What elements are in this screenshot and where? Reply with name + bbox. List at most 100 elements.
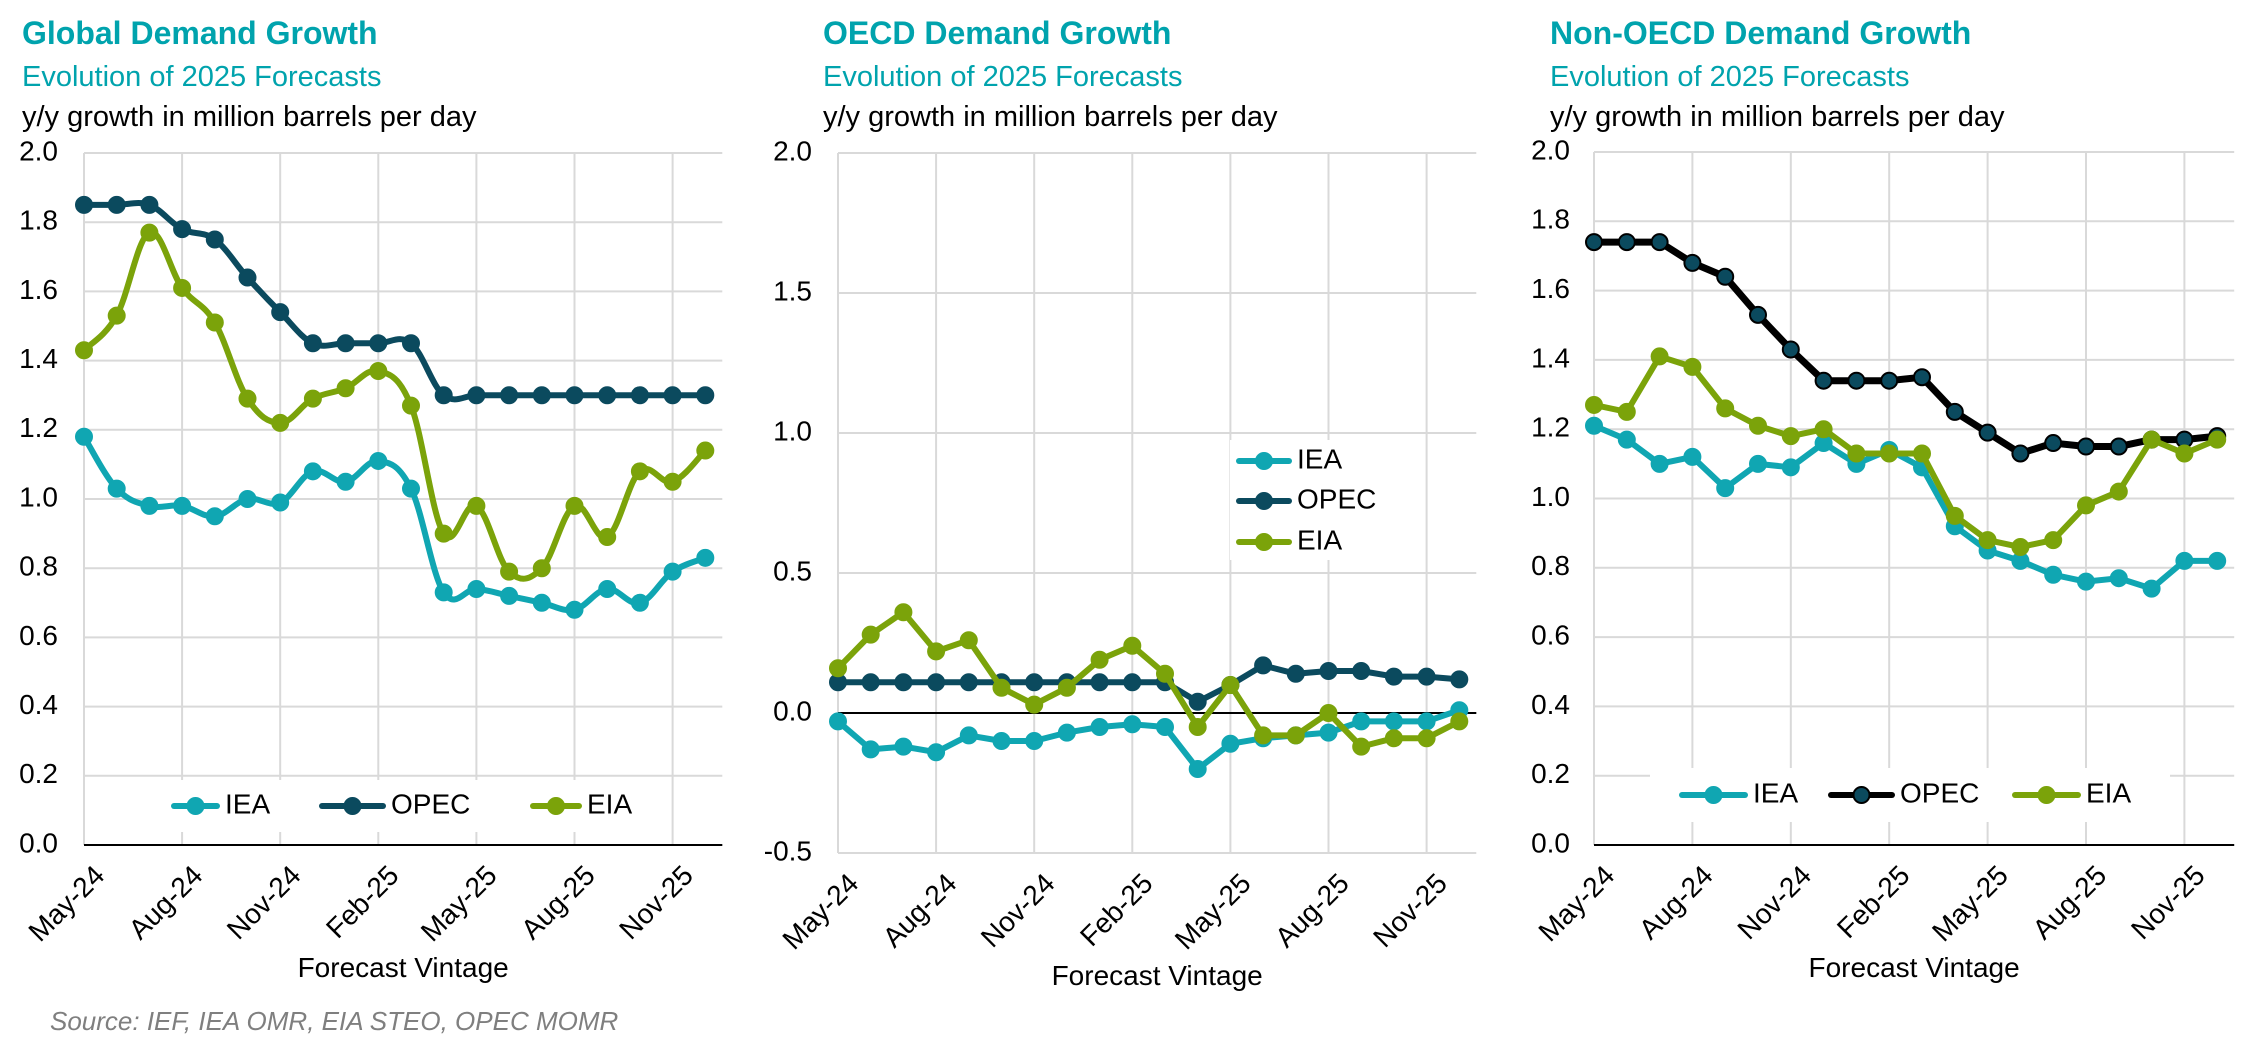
data-point-eia [2011, 538, 2030, 557]
data-point-eia [1749, 416, 1767, 435]
data-point-opec [861, 673, 880, 692]
series-line-opec [1590, 238, 2221, 457]
y-tick-label: 1.4 [19, 343, 58, 374]
data-point-opec [1945, 402, 1964, 421]
y-tick-label: 1.6 [19, 274, 58, 305]
data-point-eia [402, 396, 420, 415]
y-tick-label: 2.0 [19, 135, 58, 166]
legend-label-iea: IEA [1297, 443, 1342, 474]
data-point-opec [434, 386, 453, 405]
data-point-iea [1025, 732, 1044, 750]
data-point-iea [1617, 430, 1636, 449]
data-point-iea [959, 726, 978, 745]
data-point-iea [1781, 458, 1800, 477]
data-point-opec [565, 386, 584, 405]
data-point-eia [927, 642, 946, 661]
data-point-iea [532, 593, 551, 612]
data-point-iea [1221, 734, 1240, 753]
data-point-iea [1156, 718, 1174, 736]
data-point-eia [205, 313, 224, 332]
data-point-opec [173, 220, 192, 239]
y-tick-label: 0.8 [19, 551, 58, 582]
data-point-eia [992, 678, 1011, 697]
data-point-eia [1057, 678, 1076, 697]
data-point-eia [1880, 444, 1899, 463]
data-point-eia [532, 559, 551, 578]
data-point-opec [1617, 233, 1636, 252]
x-tick-label: Feb-25 [1831, 859, 1916, 944]
data-point-eia [173, 278, 192, 297]
legend-marker-eia [1255, 533, 1273, 551]
x-tick-label: Aug-25 [515, 859, 601, 945]
data-point-iea [2077, 572, 2095, 591]
data-point-opec [1814, 371, 1833, 390]
data-point-iea [1352, 712, 1371, 731]
legend-marker-opec [1852, 786, 1871, 804]
x-tick-label: Nov-25 [613, 859, 699, 945]
data-point-eia [434, 524, 453, 543]
data-point-eia [1585, 395, 1603, 414]
data-point-eia [1025, 695, 1044, 714]
data-point-eia [598, 528, 617, 547]
data-point-eia [2109, 482, 2128, 501]
x-tick-label: Aug-24 [1633, 859, 1719, 945]
x-tick-label: Aug-25 [1269, 867, 1355, 953]
x-tick-label: May-24 [1532, 859, 1620, 947]
data-point-opec [238, 268, 257, 287]
data-point-eia [140, 223, 159, 242]
data-point-eia [894, 603, 913, 622]
data-point-iea [369, 451, 388, 470]
data-point-eia [75, 341, 93, 360]
chart-subtitle: Evolution of 2025 Forecasts [1550, 61, 1909, 93]
data-point-opec [1384, 667, 1403, 686]
y-axis-label: y/y growth in million barrels per day [1550, 101, 2005, 133]
legend-marker-iea [1704, 786, 1723, 804]
y-tick-label: 0.2 [1531, 758, 1570, 789]
data-point-opec [1286, 664, 1305, 683]
x-axis-title: Forecast Vintage [1809, 952, 2020, 983]
data-point-eia [696, 441, 715, 460]
data-point-iea [205, 507, 224, 526]
chart-title: Non-OECD Demand Growth [1550, 15, 1971, 51]
x-tick-label: Feb-25 [1074, 867, 1159, 952]
x-tick-label: Aug-25 [2027, 859, 2113, 945]
data-point-eia [1221, 676, 1240, 694]
data-point-iea [434, 583, 453, 602]
data-point-iea [630, 593, 649, 612]
data-point-opec [2044, 434, 2063, 453]
data-point-opec [1188, 692, 1207, 711]
y-tick-label: 0.0 [1531, 827, 1570, 858]
data-point-iea [696, 548, 715, 567]
data-point-opec [500, 386, 519, 405]
data-point-eia [2208, 430, 2227, 449]
x-tick-label: May-25 [1169, 867, 1257, 955]
data-point-iea [303, 462, 322, 481]
data-point-eia [1650, 347, 1669, 366]
data-point-opec [630, 386, 649, 405]
data-point-iea [1319, 723, 1338, 742]
data-point-iea [1384, 712, 1403, 731]
data-point-eia [107, 306, 126, 325]
data-point-eia [467, 496, 486, 515]
data-point-iea [861, 740, 880, 759]
legend-label-eia: EIA [587, 788, 632, 819]
data-point-eia [369, 361, 388, 380]
data-point-opec [1683, 253, 1702, 272]
data-point-eia [663, 472, 682, 491]
x-tick-label: Nov-24 [1731, 859, 1817, 945]
data-point-eia [1716, 399, 1735, 418]
x-tick-label: Aug-24 [877, 867, 963, 953]
chart-subtitle: Evolution of 2025 Forecasts [22, 61, 381, 93]
data-point-eia [1384, 729, 1403, 748]
data-point-iea [598, 579, 617, 598]
data-point-opec [1417, 667, 1436, 686]
legend-marker-eia [2037, 786, 2056, 804]
data-point-eia [271, 413, 290, 432]
data-point-eia [1978, 531, 1997, 550]
data-point-iea [402, 479, 420, 498]
data-point-opec [1880, 371, 1899, 390]
y-tick-label: 1.0 [19, 481, 58, 512]
legend-label-iea: IEA [1753, 777, 1798, 808]
data-point-eia [959, 631, 978, 650]
y-tick-label: 0.0 [773, 695, 812, 726]
